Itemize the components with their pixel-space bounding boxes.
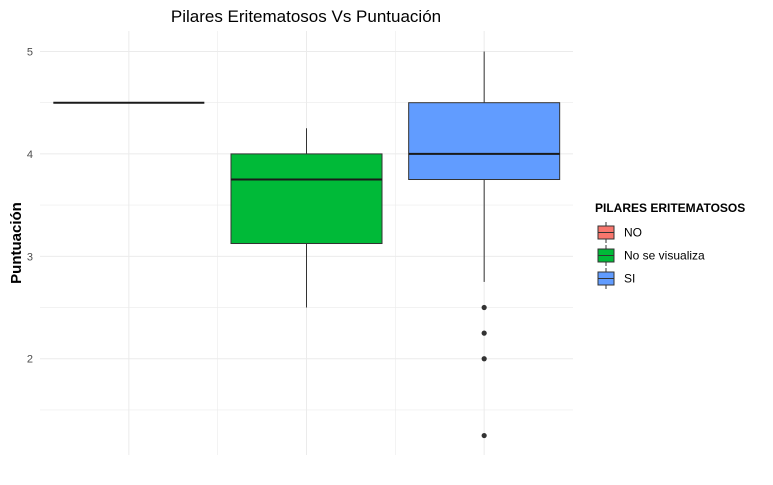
y-tick-label: 5	[27, 46, 33, 58]
legend-label: No se visualiza	[624, 249, 705, 263]
box-iqr	[408, 102, 561, 181]
legend: PILARES ERITEMATOSOS NO No se visualiza SI	[595, 201, 745, 289]
box-group	[230, 128, 383, 308]
y-tick-labels: 2 3 4 5	[27, 46, 33, 365]
y-tick-label: 2	[27, 354, 33, 366]
box-iqr	[230, 153, 383, 245]
legend-item: NO	[597, 222, 642, 243]
y-tick-label: 3	[27, 251, 33, 263]
outlier-point	[481, 304, 487, 311]
legend-label: NO	[624, 226, 642, 240]
outlier-point	[481, 356, 487, 362]
legend-title: PILARES ERITEMATOSOS	[595, 201, 745, 215]
outlier-point	[481, 432, 487, 439]
y-tick-label: 4	[27, 149, 33, 161]
box-group	[408, 51, 561, 439]
legend-label: SI	[624, 272, 635, 286]
chart-title: Pilares Eritematosos Vs Puntuación	[171, 7, 441, 26]
legend-item: SI	[597, 268, 635, 289]
boxes	[53, 51, 561, 439]
legend-item: No se visualiza	[597, 245, 705, 266]
outlier-point	[481, 330, 487, 336]
y-axis-label: Puntuación	[8, 202, 25, 284]
